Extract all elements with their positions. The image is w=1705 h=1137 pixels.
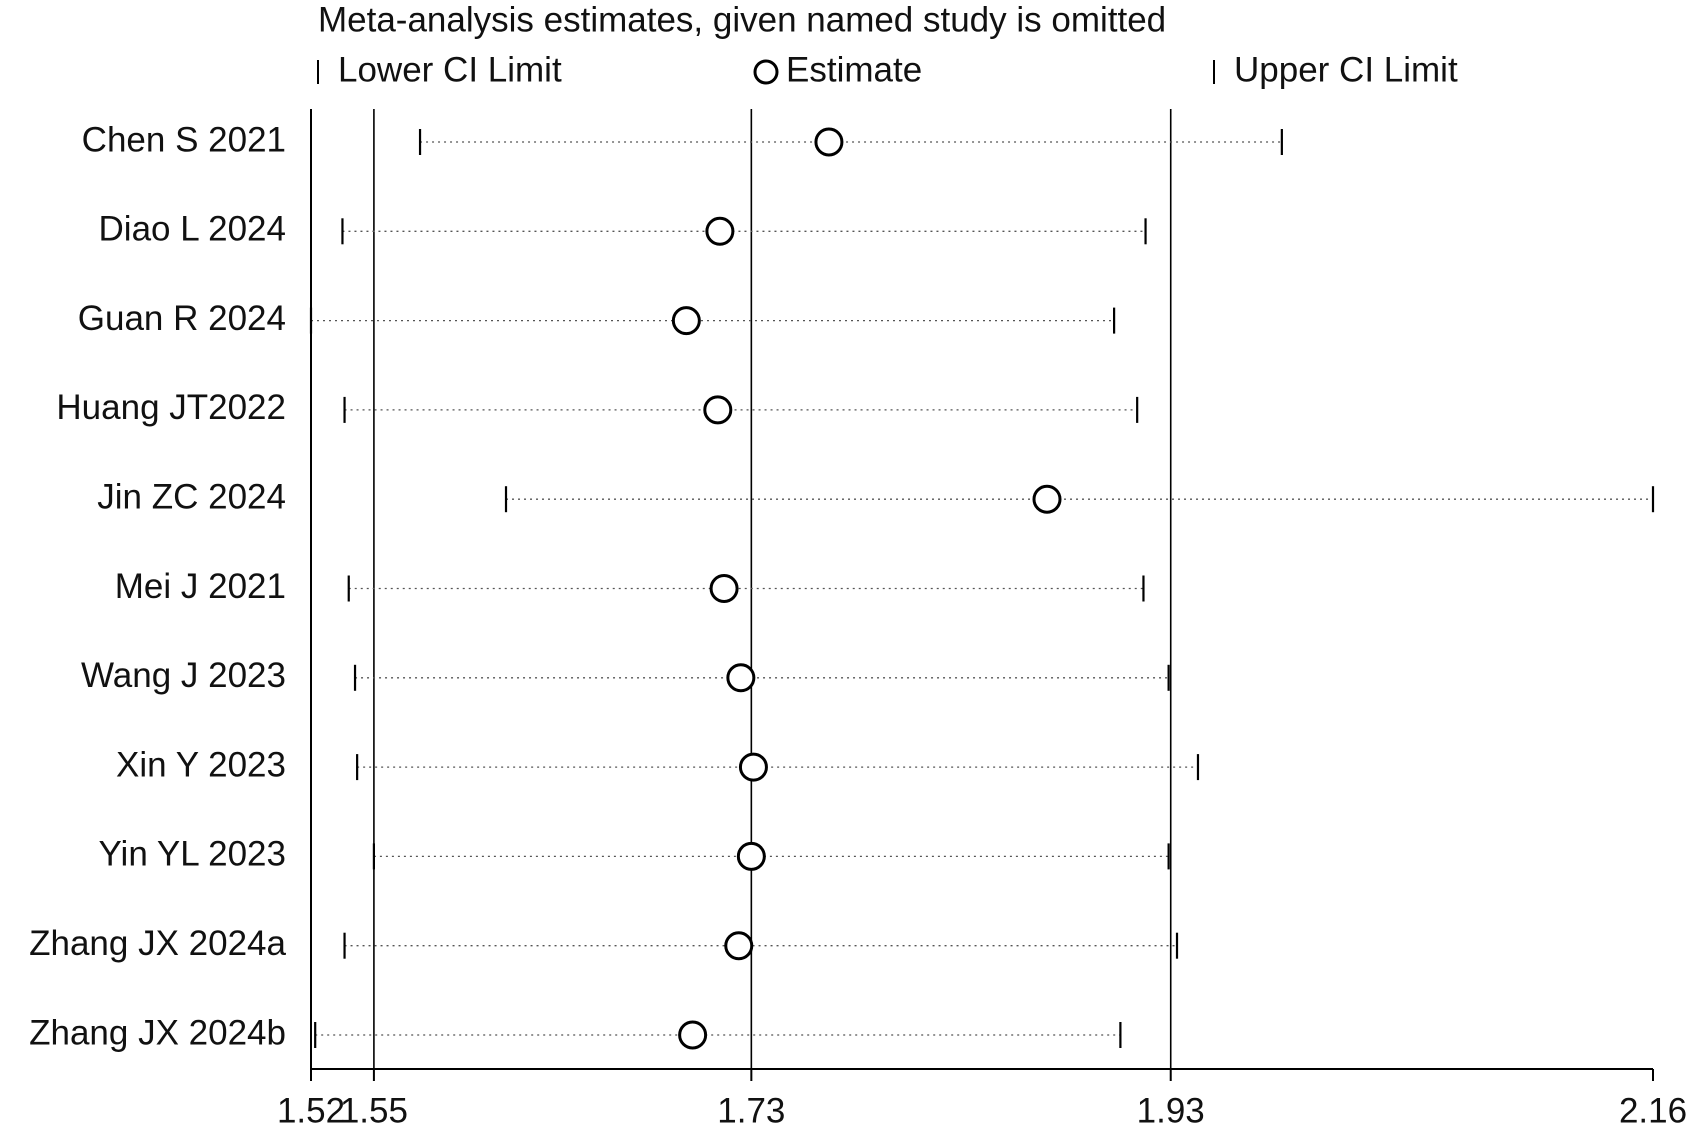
x-tick-label: 1.73 <box>717 1091 785 1130</box>
row-label: Chen S 2021 <box>82 120 286 159</box>
row-label: Jin ZC 2024 <box>97 477 286 516</box>
estimate-marker <box>705 216 735 246</box>
row-label: Guan R 2024 <box>78 299 286 338</box>
row-label: Xin Y 2023 <box>116 745 286 784</box>
row-label: Yin YL 2023 <box>99 835 286 874</box>
x-tick-label: 1.52 <box>277 1091 345 1130</box>
chart-title: Meta-analysis estimates, given named stu… <box>318 0 1166 39</box>
x-tick-label: 1.93 <box>1137 1091 1205 1130</box>
estimate-marker <box>738 752 768 782</box>
legend-label: Estimate <box>786 50 922 89</box>
row-label: Zhang JX 2024b <box>29 1013 286 1052</box>
estimate-marker <box>724 931 754 961</box>
estimate-marker <box>736 841 766 871</box>
estimate-marker <box>703 395 733 425</box>
row-label: Wang J 2023 <box>81 656 286 695</box>
row-label: Diao L 2024 <box>99 210 286 249</box>
legend-marker <box>753 59 779 85</box>
estimate-marker <box>709 574 739 603</box>
row-label: Huang JT2022 <box>56 388 286 427</box>
estimate-marker <box>671 306 701 336</box>
estimate-marker <box>726 663 756 693</box>
estimate-marker <box>1032 484 1062 514</box>
row-label: Mei J 2021 <box>115 567 286 606</box>
legend-label: Upper CI Limit <box>1234 50 1458 89</box>
x-tick-label: 2.16 <box>1619 1091 1687 1130</box>
legend-label: Lower CI Limit <box>338 50 562 89</box>
estimate-marker <box>814 127 844 157</box>
estimate-marker <box>678 1020 708 1050</box>
x-tick-label: 1.55 <box>340 1091 408 1130</box>
row-label: Zhang JX 2024a <box>29 924 286 963</box>
